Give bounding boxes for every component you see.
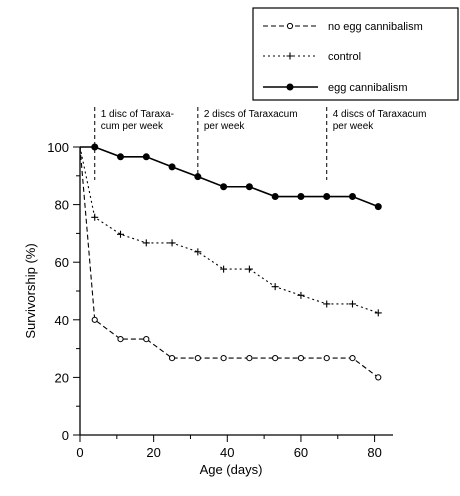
y-tick-label: 0 [62,428,69,443]
data-point [272,355,279,362]
data-point [142,239,150,247]
data-point [220,355,227,362]
data-point [349,355,356,362]
data-point [348,193,356,201]
data-point [194,173,202,181]
legend-marker [286,22,294,30]
period-annotation-line: 4 discs of Taraxacum [333,109,427,120]
data-point [245,183,253,191]
data-point [297,193,305,201]
y-tick-label: 80 [55,198,69,213]
legend-label: control [328,51,361,63]
series-layer [79,143,382,381]
data-point [374,309,382,317]
data-point [194,355,201,362]
series-line [80,146,379,208]
x-tick-label: 20 [146,445,160,460]
annotation-layer: 1 disc of Taraxa-cum per week 2 discs of … [94,107,427,180]
legend-marker [286,83,294,91]
x-tick-label: 40 [220,445,234,460]
data-point [91,316,98,323]
data-point [117,153,125,161]
y-tick-label: 60 [55,255,69,270]
period-annotation-line: per week [333,121,375,132]
data-point [374,203,382,211]
x-axis-title: Age (days) [200,462,263,477]
data-point [91,213,99,221]
data-point [297,355,305,362]
data-point [143,335,150,343]
data-point [297,291,305,299]
x-tick-label: 80 [367,445,381,460]
series-plus [79,146,382,317]
legend-label: egg cannibalism [328,82,408,94]
data-point [91,143,99,151]
data-point [220,265,228,273]
data-point [323,193,331,201]
data-point [245,265,253,273]
axes-layer: Age (days) Survivorship (%) 0 20 40 60 80 100… [23,140,393,477]
y-tick-label: 20 [55,370,69,385]
legend-box [252,7,459,101]
period-annotation-line: 1 disc of Taraxa- [101,109,174,120]
y-tick-label: 40 [55,313,69,328]
data-point [323,355,330,362]
data-point [117,230,125,238]
data-point [271,283,279,291]
data-point [168,239,176,247]
y-axis-title: Survivorship (%) [23,243,38,338]
legend-entry: no egg cannibalism [263,21,423,33]
legend: no egg cannibalism control egg cannibalism [252,7,459,101]
data-point [220,183,228,191]
series-line [79,146,379,314]
legend-marker [286,52,294,60]
data-point [168,355,176,362]
data-point [194,248,202,256]
x-tick-label: 60 [294,445,308,460]
data-point [168,163,176,171]
data-point [117,335,124,343]
data-point [246,355,253,362]
data-point [375,374,382,381]
series-open-circle [79,146,382,381]
series-filled-circle [80,143,382,211]
data-point [271,193,279,201]
series-line [79,146,379,378]
legend-entry: control [263,51,361,63]
legend-label: no egg cannibalism [328,21,423,33]
x-tick-label: 0 [76,445,83,460]
legend-entry: egg cannibalism [263,82,408,94]
period-annotation-line: per week [204,121,246,132]
period-annotation-line: 2 discs of Taraxacum [204,109,298,120]
data-point [142,153,150,161]
data-point [323,300,331,308]
data-point [348,300,356,308]
y-tick-label: 100 [47,140,69,155]
period-annotation-line: cum per week [101,121,164,132]
